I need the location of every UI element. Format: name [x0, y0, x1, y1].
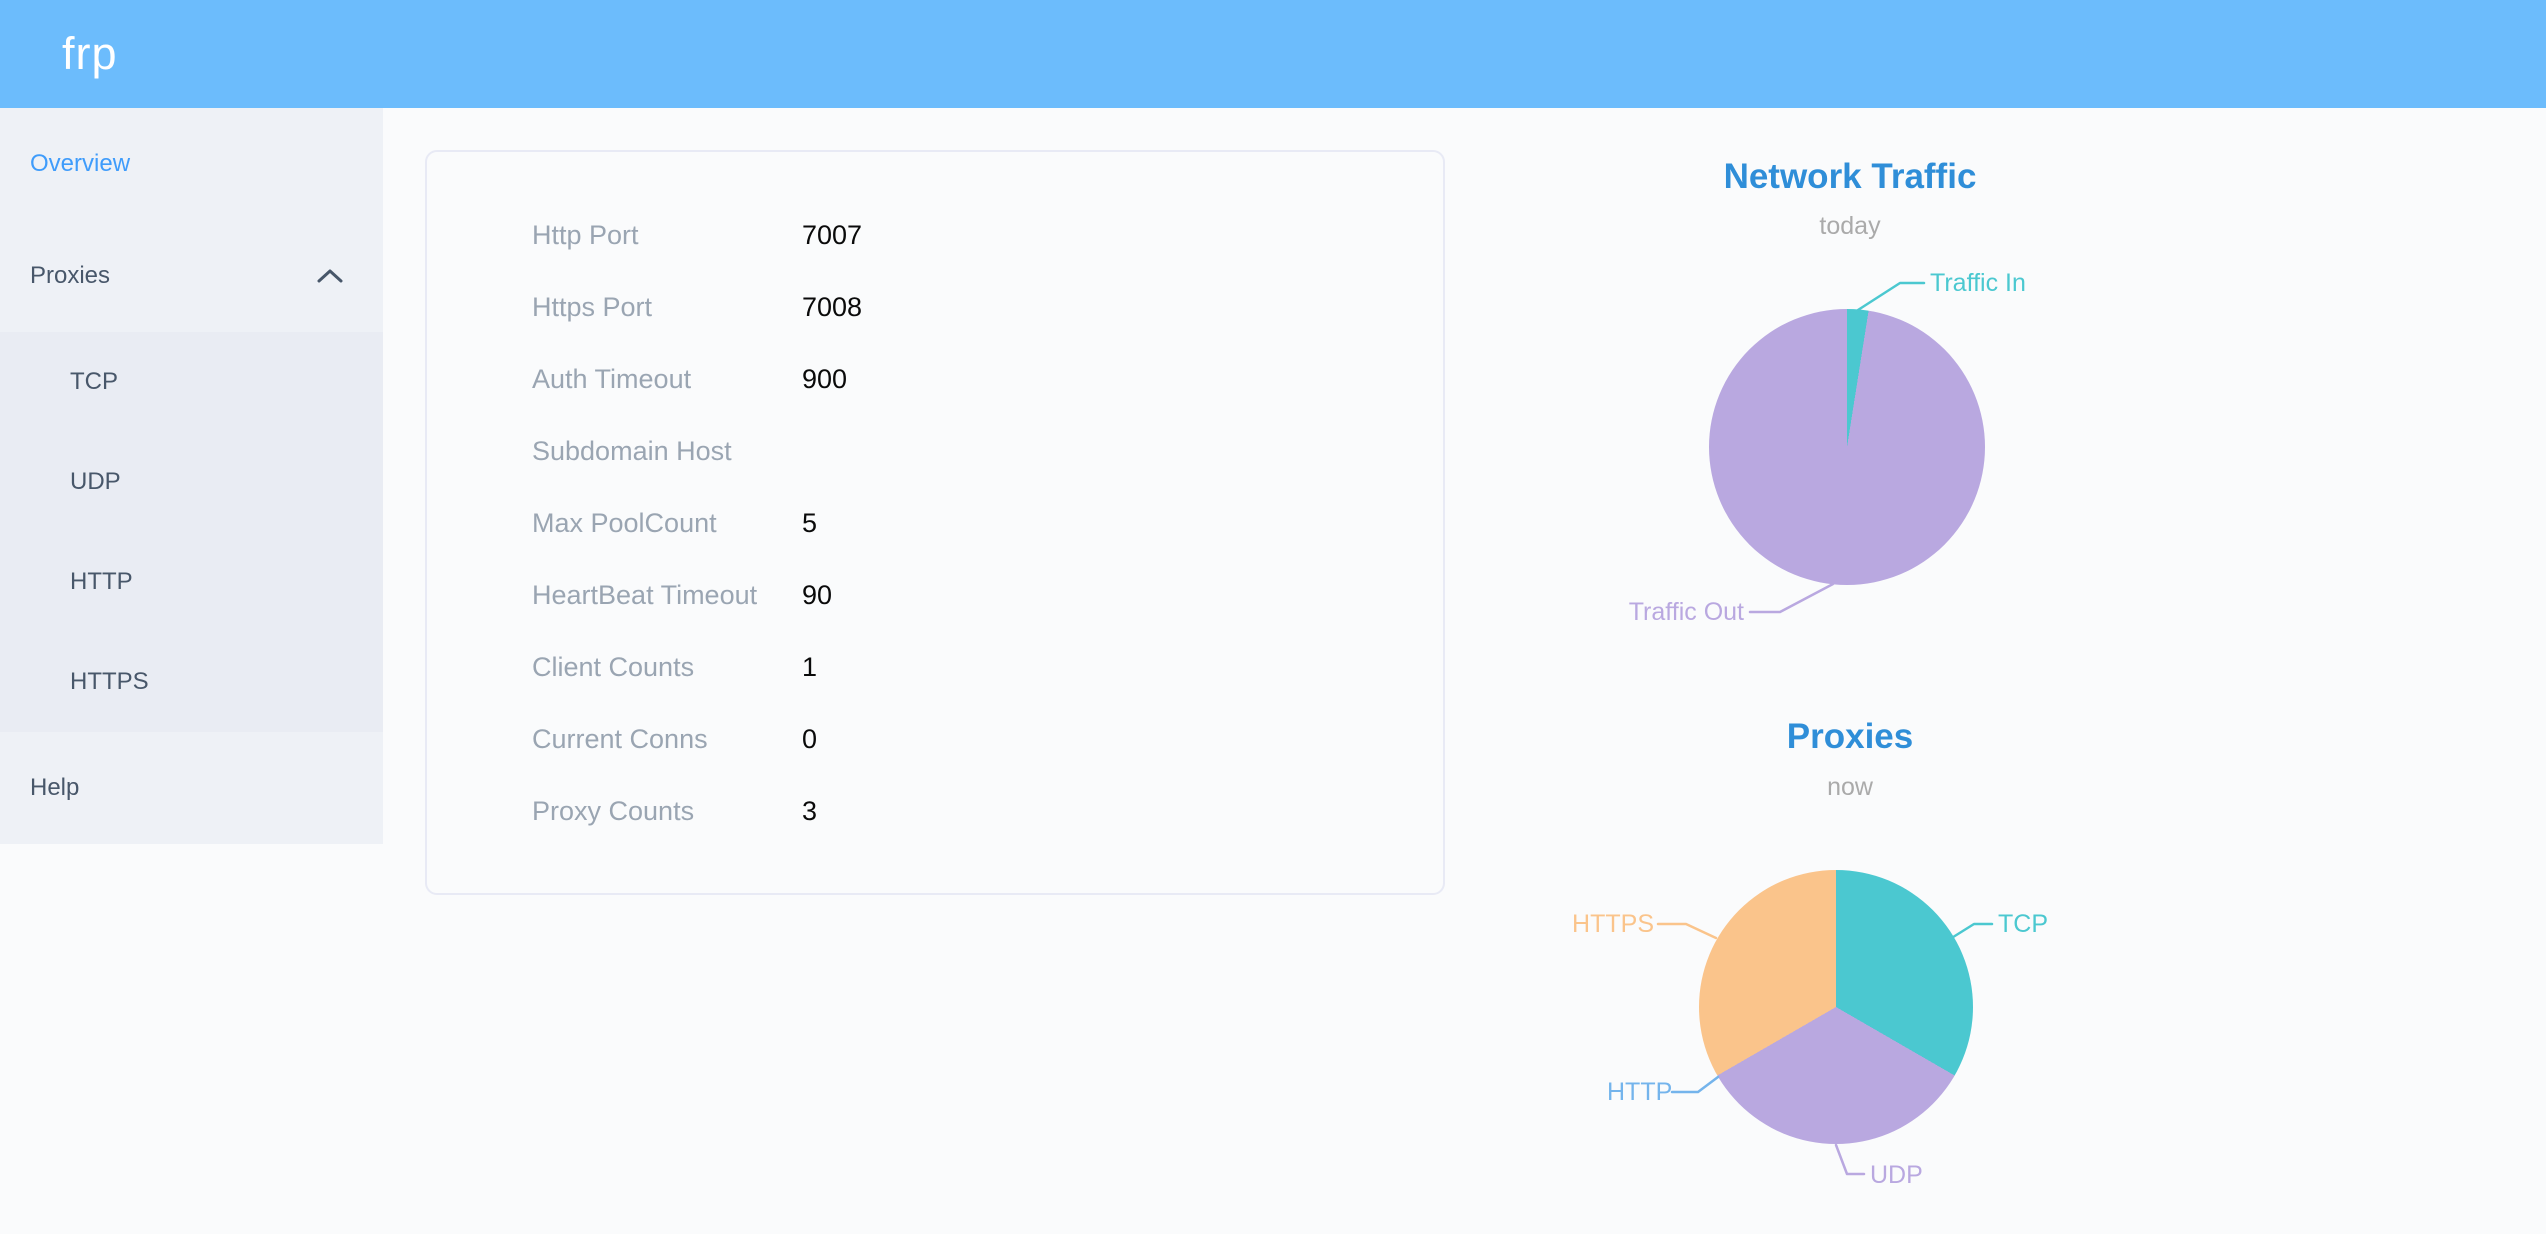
config-row-https-port: Https Port 7008	[427, 271, 1443, 343]
sidebar-item-label: TCP	[70, 368, 118, 395]
config-row-auth-timeout: Auth Timeout 900	[427, 343, 1443, 415]
config-label: Current Conns	[532, 723, 708, 754]
pie-slice-label-https: HTTPS	[1572, 910, 1654, 938]
config-label: Https Port	[532, 291, 653, 322]
config-row-subdomain-host: Subdomain Host	[427, 415, 1443, 487]
config-value: 5	[802, 507, 818, 538]
sidebar-item-proxies[interactable]: Proxies	[0, 220, 383, 332]
network-traffic-chart-title: Network Traffic	[1723, 157, 1977, 196]
config-label: Proxy Counts	[532, 795, 695, 826]
sidebar-nav: Overview Proxies TCP UDP HTTP HTTPS Help	[0, 108, 383, 844]
config-row-proxy-counts: Proxy Counts 3	[427, 775, 1443, 847]
config-row-heartbeat-timeout: HeartBeat Timeout 90	[427, 559, 1443, 631]
config-row-max-poolcount: Max PoolCount 5	[427, 487, 1443, 559]
proxies-chart-title: Proxies	[1786, 717, 1914, 756]
sidebar-item-http[interactable]: HTTP	[0, 532, 383, 632]
config-label: Http Port	[532, 219, 639, 250]
proxies-pie-chart[interactable]	[1699, 870, 1973, 1144]
config-label: Subdomain Host	[532, 435, 732, 466]
sidebar-item-tcp[interactable]: TCP	[0, 332, 383, 432]
sidebar-item-help[interactable]: Help	[0, 732, 383, 844]
server-config-card: Http Port 7007 Https Port 7008 Auth Time…	[425, 150, 1445, 895]
sidebar-item-label: Overview	[30, 150, 131, 177]
network-traffic-pie-chart[interactable]	[1709, 309, 1985, 585]
config-value: 7008	[802, 291, 863, 322]
proxies-submenu: TCP UDP HTTP HTTPS	[0, 332, 383, 732]
pie-slice-label-udp: UDP	[1870, 1161, 1923, 1189]
config-value: 900	[802, 363, 848, 394]
config-value: 7007	[802, 219, 863, 250]
chevron-up-icon	[317, 268, 343, 284]
sidebar-item-overview[interactable]: Overview	[0, 108, 383, 220]
sidebar-item-label: UDP	[70, 468, 121, 495]
config-row-http-port: Http Port 7007	[427, 199, 1443, 271]
sidebar-item-https[interactable]: HTTPS	[0, 632, 383, 732]
config-row-client-counts: Client Counts 1	[427, 631, 1443, 703]
sidebar-item-label: Proxies	[30, 262, 111, 289]
sidebar-item-label: HTTPS	[70, 668, 149, 695]
sidebar-item-label: HTTP	[70, 568, 133, 595]
config-label: Auth Timeout	[532, 363, 692, 394]
config-label: Client Counts	[532, 651, 695, 682]
config-value: 1	[802, 651, 818, 682]
app-logo: frp	[62, 28, 118, 79]
pie-slice-label-http: HTTP	[1607, 1078, 1673, 1106]
config-value: 0	[802, 723, 818, 754]
proxies-chart-subtitle: now	[1827, 773, 1873, 801]
pie-slice-label-traffic-out: Traffic Out	[1628, 598, 1744, 626]
pie-slice-label-tcp: TCP	[1998, 910, 2048, 938]
config-value: 3	[802, 795, 818, 826]
top-header-bar: frp	[0, 0, 2546, 108]
config-value: 90	[802, 579, 833, 610]
config-row-current-conns: Current Conns 0	[427, 703, 1443, 775]
network-traffic-chart-subtitle: today	[1819, 212, 1881, 240]
pie-slice-label-traffic-in: Traffic In	[1930, 269, 2026, 297]
sidebar-item-label: Help	[30, 774, 80, 801]
config-label: Max PoolCount	[532, 507, 717, 538]
config-label: HeartBeat Timeout	[532, 579, 758, 610]
charts-panel: Network Traffic today Proxies now Traffi…	[1540, 0, 2160, 1234]
sidebar-item-udp[interactable]: UDP	[0, 432, 383, 532]
